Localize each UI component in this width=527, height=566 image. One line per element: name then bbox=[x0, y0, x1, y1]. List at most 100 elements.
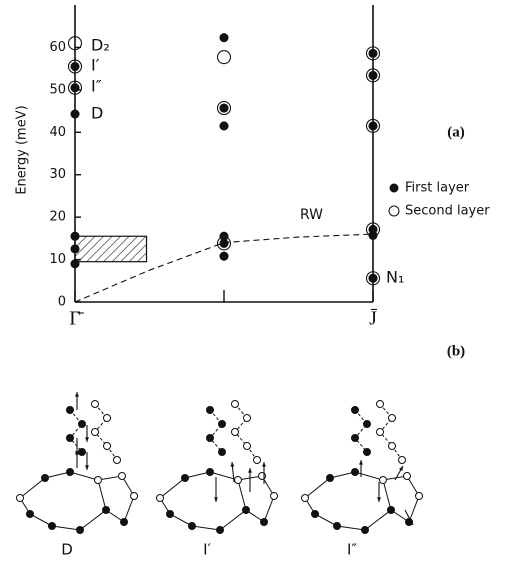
filled-point bbox=[369, 122, 377, 130]
atom bbox=[131, 493, 138, 500]
filled-point bbox=[71, 260, 79, 268]
atom bbox=[103, 507, 110, 514]
atom bbox=[327, 475, 334, 482]
atom bbox=[271, 493, 278, 500]
atom bbox=[121, 519, 128, 526]
open-point bbox=[218, 51, 231, 64]
y-tick-label: 50 bbox=[49, 82, 66, 97]
bond bbox=[160, 472, 246, 530]
atom bbox=[232, 429, 239, 436]
filled-point bbox=[220, 239, 228, 247]
filled-point bbox=[71, 232, 79, 240]
y-tick-label: 30 bbox=[49, 167, 66, 182]
atom bbox=[42, 475, 49, 482]
arrow-head bbox=[248, 468, 252, 473]
filled-point bbox=[369, 71, 377, 79]
bond bbox=[355, 410, 367, 452]
arrow-head bbox=[377, 497, 381, 502]
arrow-head bbox=[262, 462, 266, 467]
figure: Energy (meV) (a) (b) 0102030405060Γ̄J̄RW… bbox=[0, 0, 527, 566]
atom bbox=[334, 523, 341, 530]
x-tick-label: Γ̄ bbox=[69, 308, 85, 330]
atom bbox=[114, 457, 121, 464]
atom bbox=[235, 477, 242, 484]
atom bbox=[49, 523, 56, 530]
diagram-label: I″ bbox=[347, 541, 357, 559]
atom bbox=[388, 507, 395, 514]
atom bbox=[157, 495, 164, 502]
panel-label: (b) bbox=[447, 343, 465, 359]
atom bbox=[380, 477, 387, 484]
legend-marker bbox=[390, 184, 398, 192]
atom bbox=[207, 407, 214, 414]
atom bbox=[416, 493, 423, 500]
atom bbox=[232, 401, 239, 408]
arrow-head bbox=[214, 497, 218, 502]
atom bbox=[352, 407, 359, 414]
filled-point bbox=[369, 49, 377, 57]
atom bbox=[92, 401, 99, 408]
bond bbox=[305, 472, 391, 530]
legend-marker bbox=[389, 206, 399, 216]
atom bbox=[389, 443, 396, 450]
arrow-head bbox=[85, 437, 89, 442]
diagram: I″ bbox=[302, 401, 423, 559]
atom bbox=[243, 507, 250, 514]
atom bbox=[389, 415, 396, 422]
atom bbox=[352, 435, 359, 442]
arrow-head bbox=[85, 465, 89, 470]
atom bbox=[377, 401, 384, 408]
legend-label: Second layer bbox=[405, 204, 490, 219]
atom bbox=[352, 469, 359, 476]
diagram: D bbox=[17, 392, 138, 559]
filled-point bbox=[220, 252, 228, 260]
arrow-head bbox=[359, 460, 363, 465]
annotation: I″ bbox=[91, 77, 102, 96]
atom bbox=[92, 429, 99, 436]
bond bbox=[210, 410, 222, 452]
annotation: I′ bbox=[91, 56, 100, 75]
atom bbox=[182, 475, 189, 482]
atom bbox=[219, 421, 226, 428]
atom bbox=[312, 511, 319, 518]
atom bbox=[167, 511, 174, 518]
filled-point bbox=[71, 84, 79, 92]
panel-label: (a) bbox=[447, 124, 465, 140]
atom bbox=[244, 443, 251, 450]
atom bbox=[104, 415, 111, 422]
atom bbox=[79, 421, 86, 428]
atom bbox=[119, 473, 126, 480]
filled-point bbox=[220, 122, 228, 130]
atom bbox=[364, 449, 371, 456]
atom bbox=[302, 495, 309, 502]
atom bbox=[67, 469, 74, 476]
filled-point bbox=[71, 245, 79, 253]
atom bbox=[189, 523, 196, 530]
filled-point bbox=[71, 63, 79, 71]
arrow-head bbox=[75, 392, 79, 397]
legend-label: First layer bbox=[405, 181, 470, 196]
atom bbox=[362, 527, 369, 534]
atom bbox=[207, 435, 214, 442]
atom bbox=[364, 421, 371, 428]
y-tick-label: 60 bbox=[49, 40, 66, 55]
atom bbox=[377, 429, 384, 436]
atom bbox=[77, 527, 84, 534]
atom bbox=[95, 477, 102, 484]
filled-point bbox=[220, 34, 228, 42]
atom bbox=[67, 407, 74, 414]
bond bbox=[20, 472, 106, 530]
y-tick-label: 10 bbox=[49, 252, 66, 267]
atom bbox=[27, 511, 34, 518]
y-axis-label: Energy (meV) bbox=[15, 105, 30, 194]
atom bbox=[79, 449, 86, 456]
atom bbox=[404, 473, 411, 480]
atom bbox=[219, 449, 226, 456]
diagram-label: D bbox=[61, 541, 73, 559]
bond bbox=[70, 410, 82, 452]
atom bbox=[104, 443, 111, 450]
filled-point bbox=[220, 104, 228, 112]
atom bbox=[17, 495, 24, 502]
atom bbox=[261, 519, 268, 526]
atom bbox=[67, 435, 74, 442]
